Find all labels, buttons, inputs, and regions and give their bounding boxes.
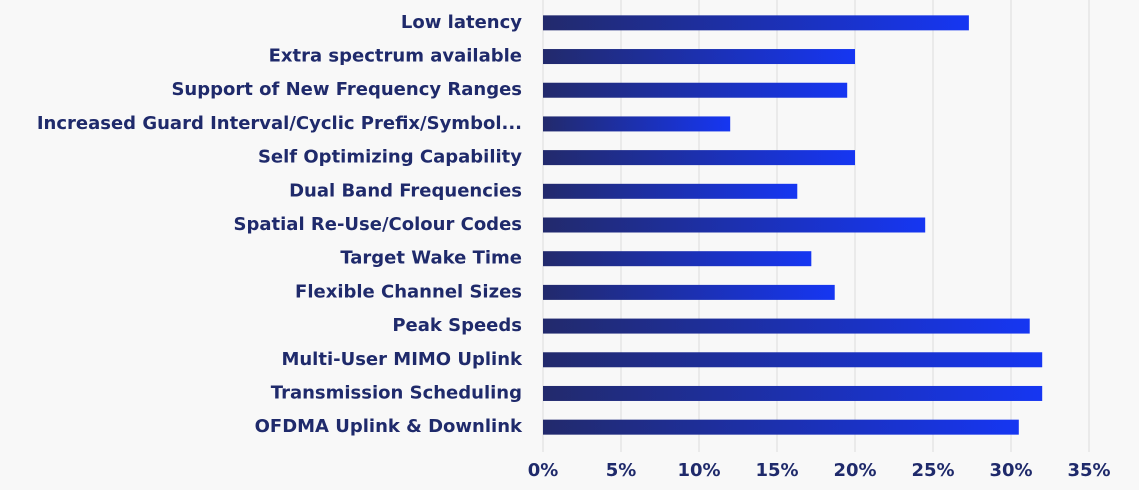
y-tick-label: Flexible Channel Sizes <box>295 281 522 302</box>
y-tick-label: Multi-User MIMO Uplink <box>281 349 523 370</box>
y-tick-label: Self Optimizing Capability <box>258 147 522 168</box>
bar <box>543 116 731 132</box>
bar <box>543 385 1043 401</box>
y-tick-label: Target Wake Time <box>340 248 522 269</box>
y-tick-label: Transmission Scheduling <box>271 382 522 403</box>
x-tick-label: 5% <box>606 460 637 481</box>
bar <box>543 150 855 166</box>
bar <box>543 183 798 199</box>
y-tick-label: Dual Band Frequencies <box>289 180 522 201</box>
x-tick-label: 10% <box>677 460 720 481</box>
y-tick-label: Extra spectrum available <box>269 46 522 67</box>
bar <box>543 217 926 233</box>
bar <box>543 284 835 300</box>
x-tick-label: 35% <box>1067 460 1110 481</box>
y-tick-label: Peak Speeds <box>392 315 522 336</box>
bar <box>543 49 855 65</box>
y-tick-label: OFDMA Uplink & Downlink <box>255 416 523 437</box>
x-tick-label: 25% <box>911 460 954 481</box>
x-tick-label: 30% <box>989 460 1032 481</box>
bar <box>543 419 1019 435</box>
x-tick-label: 15% <box>755 460 798 481</box>
bar <box>543 251 812 267</box>
y-tick-label: Increased Guard Interval/Cyclic Prefix/S… <box>37 113 522 134</box>
y-tick-label: Spatial Re-Use/Colour Codes <box>234 214 522 235</box>
y-tick-label: Support of New Frequency Ranges <box>171 79 522 100</box>
x-tick-label: 0% <box>528 460 559 481</box>
bar <box>543 82 848 98</box>
bar <box>543 352 1043 368</box>
x-tick-label: 20% <box>833 460 876 481</box>
bar <box>543 15 969 31</box>
y-tick-label: Low latency <box>401 12 522 33</box>
bar <box>543 318 1030 334</box>
